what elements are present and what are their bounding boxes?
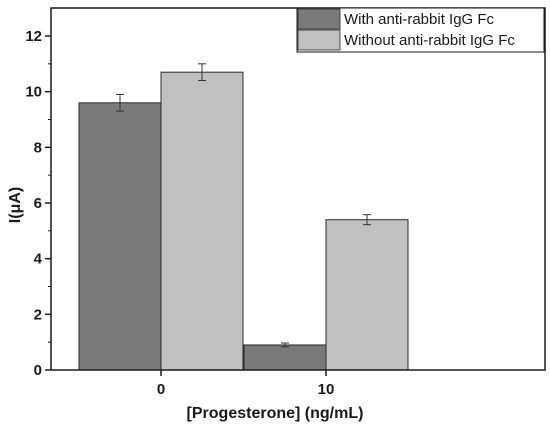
legend: With anti-rabbit IgG Fc Without anti-rabb…: [296, 7, 545, 53]
y-axis-title: I(μA): [7, 187, 24, 223]
legend-swatch-1: [297, 29, 341, 51]
bar-1-1: [325, 219, 409, 371]
y-tick-label-1: 2: [34, 306, 42, 323]
y-tick-label-4: 8: [34, 139, 42, 156]
y-tick-label-0: 0: [34, 362, 42, 379]
y-tick-label-6: 12: [25, 28, 42, 45]
bars-layer: [78, 63, 409, 371]
x-tick-label-0: 0: [157, 381, 165, 398]
bar-0-0: [78, 102, 162, 371]
y-tick-label-5: 10: [25, 84, 42, 101]
bar-0-1: [243, 344, 327, 371]
legend-swatch-0: [297, 8, 341, 30]
bar-1-0: [160, 71, 244, 371]
legend-label-0: With anti-rabbit IgG Fc: [344, 11, 495, 28]
x-tick-label-1: 10: [318, 381, 335, 398]
x-axis-title: [Progesterone] (ng/mL): [187, 405, 364, 422]
y-tick-label-3: 6: [34, 195, 42, 212]
y-tick-label-2: 4: [34, 251, 43, 268]
legend-label-1: Without anti-rabbit IgG Fc: [344, 32, 515, 49]
